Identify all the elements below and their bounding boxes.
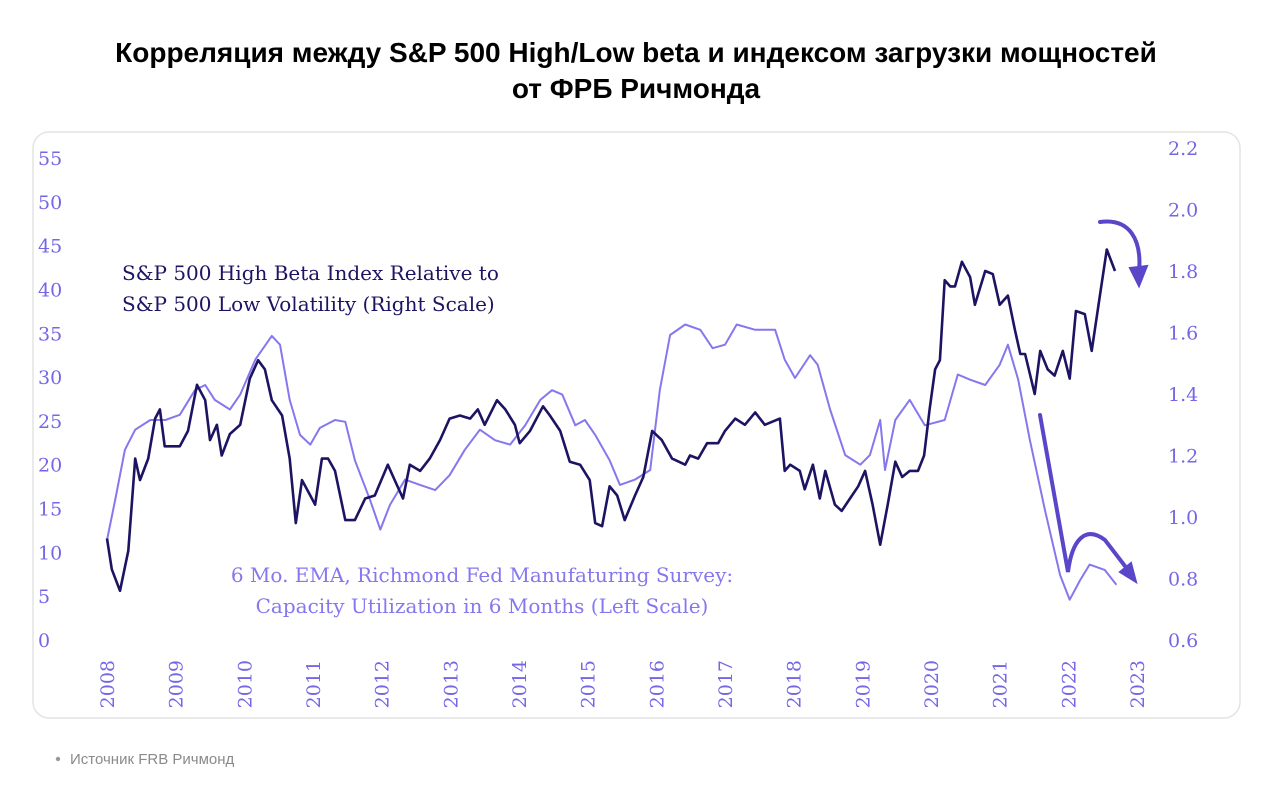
x-tick-label: 2021 — [990, 660, 1012, 708]
chart-card — [32, 131, 1241, 719]
x-tick-label: 2022 — [1058, 660, 1080, 708]
plot: 0 5 10 15 20 25 30 35 40 45 50 55 0.6 0.8 1.0 1.2 1.4 1.6… — [38, 138, 1198, 708]
y2-tick-label: 1.4 — [1168, 384, 1198, 406]
x-tick-label: 2020 — [921, 660, 943, 708]
x-tick-label: 2016 — [646, 660, 668, 708]
y-tick-label: 50 — [38, 192, 62, 214]
y-tick-label: 10 — [38, 542, 62, 564]
chart-title: Корреляция между S&P 500 High/Low beta и… — [115, 37, 1157, 68]
y2-tick-label: 1.0 — [1168, 507, 1198, 529]
x-tick-label: 2014 — [509, 660, 531, 708]
y2-tick-label: 1.6 — [1168, 323, 1198, 345]
x-tick-label: 2008 — [97, 660, 119, 708]
y2-tick-label: 1.2 — [1168, 446, 1198, 468]
y-tick-label: 30 — [38, 367, 62, 389]
x-tick-label: 2015 — [578, 660, 600, 708]
y-tick-label: 25 — [38, 411, 62, 433]
x-tick-label: 2023 — [1127, 660, 1149, 708]
annotation: S&P 500 High Beta Index Relative to — [122, 261, 499, 285]
y2-tick-label: 0.8 — [1168, 569, 1198, 591]
chart-title: от ФРБ Ричмонда — [512, 73, 761, 104]
x-tick-label: 2010 — [234, 660, 256, 708]
series-line — [106, 323, 1118, 601]
bullet — [55, 756, 61, 762]
y-tick-label: 35 — [38, 323, 62, 345]
x-tick-label: 2018 — [784, 660, 806, 708]
x-tick-label: 2009 — [166, 660, 188, 708]
y-tick-label: 40 — [38, 279, 62, 301]
arrow-head — [1118, 561, 1138, 585]
y-tick-label: 45 — [38, 236, 62, 258]
annotation: Capacity Utilization in 6 Months (Left S… — [256, 594, 709, 618]
x-tick-label: 2017 — [715, 660, 737, 708]
arrow-head — [1128, 264, 1149, 289]
arrow — [1098, 219, 1142, 274]
y-tick-label: 5 — [38, 586, 50, 608]
x-tick-label: 2012 — [372, 660, 394, 708]
y2-tick-label: 2.0 — [1168, 200, 1198, 222]
x-tick-label: 2019 — [852, 660, 874, 708]
x-tick-label: 2013 — [440, 660, 462, 708]
y2-tick-label: 2.2 — [1168, 138, 1198, 160]
y-tick-label: 15 — [38, 499, 62, 521]
series-line — [105, 248, 1117, 593]
y2-tick-label: 0.6 — [1168, 630, 1198, 652]
source: Источник FRB Ричмонд — [70, 751, 235, 768]
y-tick-label: 0 — [38, 630, 50, 652]
x-tick-label: 2011 — [303, 660, 325, 708]
y-tick-label: 20 — [38, 455, 62, 477]
arrows — [1038, 219, 1149, 585]
annotation: S&P 500 Low Volatility (Right Scale) — [122, 292, 495, 316]
arrow — [1038, 413, 1130, 573]
y-tick-label: 55 — [38, 148, 62, 170]
y2-tick-label: 1.8 — [1168, 261, 1198, 283]
annotation: 6 Mo. EMA, Richmond Fed Manufaturing Sur… — [231, 563, 733, 587]
